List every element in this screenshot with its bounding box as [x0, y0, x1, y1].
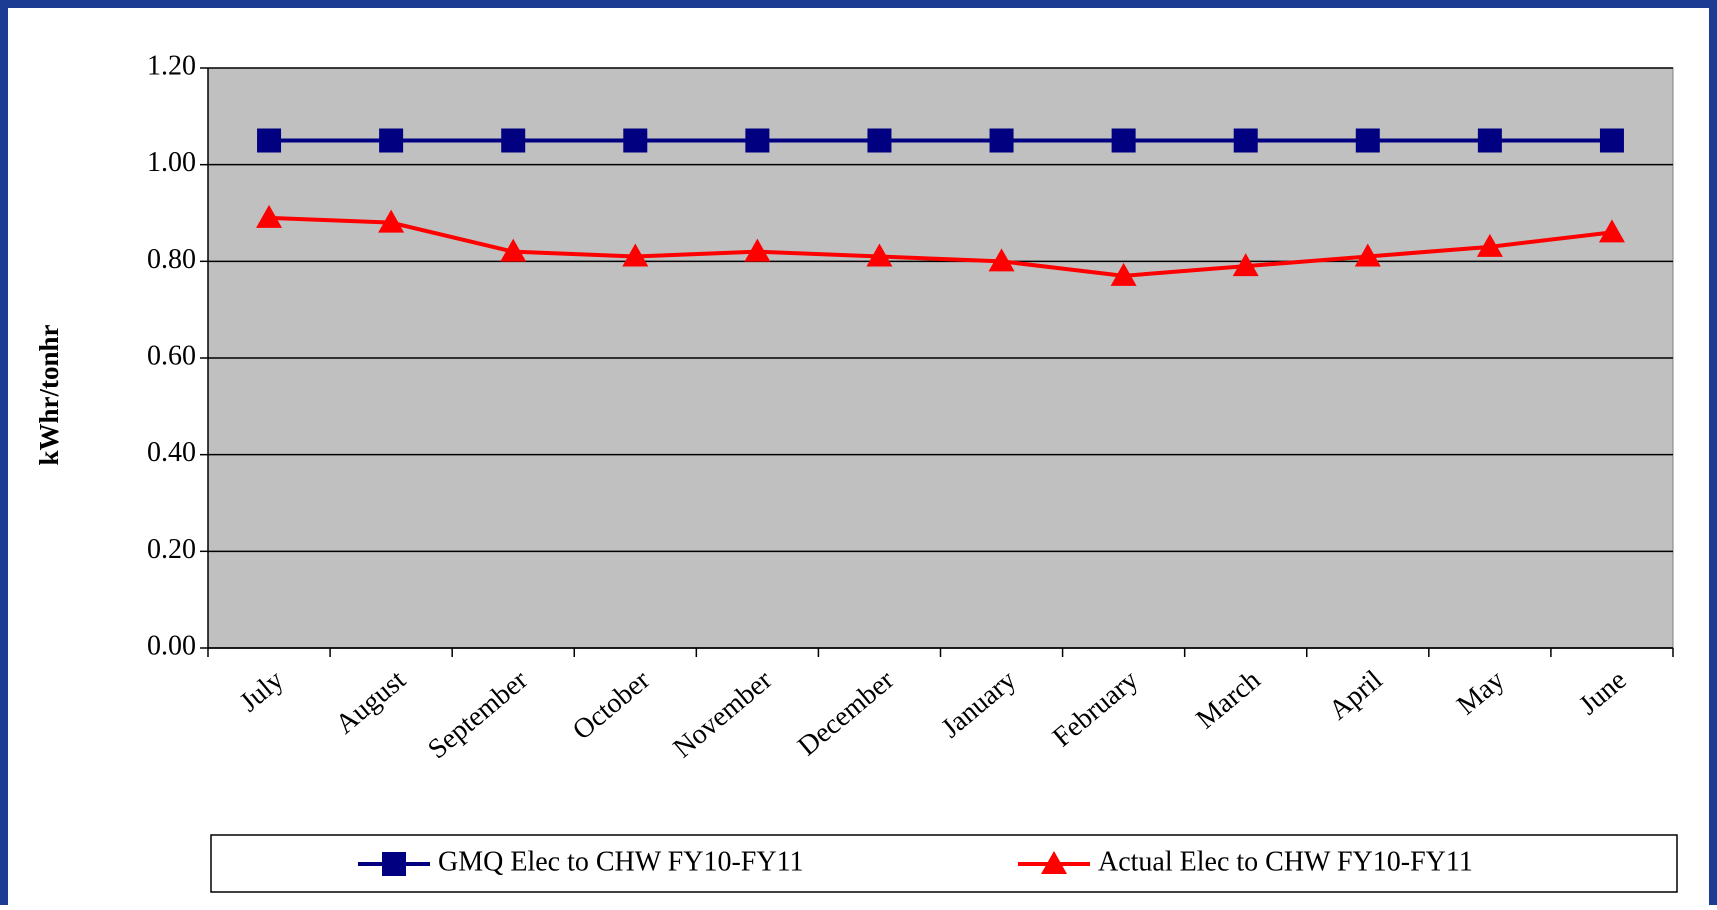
data-point: [1232, 253, 1259, 277]
y-tick-label: 1.20: [147, 50, 196, 81]
y-tick-label: 0.20: [147, 534, 196, 565]
data-point: [1110, 262, 1137, 286]
legend-marker: [382, 852, 406, 876]
legend-marker: [1041, 851, 1067, 874]
data-point: [379, 128, 404, 153]
legend-label: Actual Elec to CHW FY10-FY11: [1098, 846, 1473, 877]
data-point: [1598, 219, 1625, 243]
y-tick-label: 0.60: [147, 340, 196, 371]
data-point: [1233, 128, 1258, 153]
y-tick-label: 0.00: [147, 630, 196, 661]
data-point: [501, 128, 526, 153]
data-point: [1111, 128, 1136, 153]
data-point: [378, 209, 405, 233]
data-point: [500, 238, 527, 262]
y-tick-label: 0.80: [147, 244, 196, 275]
legend: [210, 834, 1678, 893]
data-point: [1476, 233, 1503, 257]
data-point: [1477, 128, 1502, 153]
y-axis-title: kWhr/tonhr: [34, 324, 64, 465]
data-point: [1599, 128, 1624, 153]
data-point: [622, 243, 649, 267]
data-point: [623, 128, 648, 153]
data-point: [256, 204, 283, 228]
data-point: [1354, 243, 1381, 267]
data-point: [866, 243, 893, 267]
data-point: [867, 128, 892, 153]
data-point: [988, 248, 1015, 272]
y-tick-label: 0.40: [147, 437, 196, 468]
series-line: [268, 215, 1613, 278]
legend-label: GMQ Elec to CHW FY10-FY11: [438, 846, 804, 877]
data-point: [745, 128, 770, 153]
data-point: [1355, 128, 1380, 153]
y-tick-label: 1.00: [147, 147, 196, 178]
data-point: [744, 238, 771, 262]
data-point: [989, 128, 1014, 153]
data-point: [257, 128, 282, 153]
